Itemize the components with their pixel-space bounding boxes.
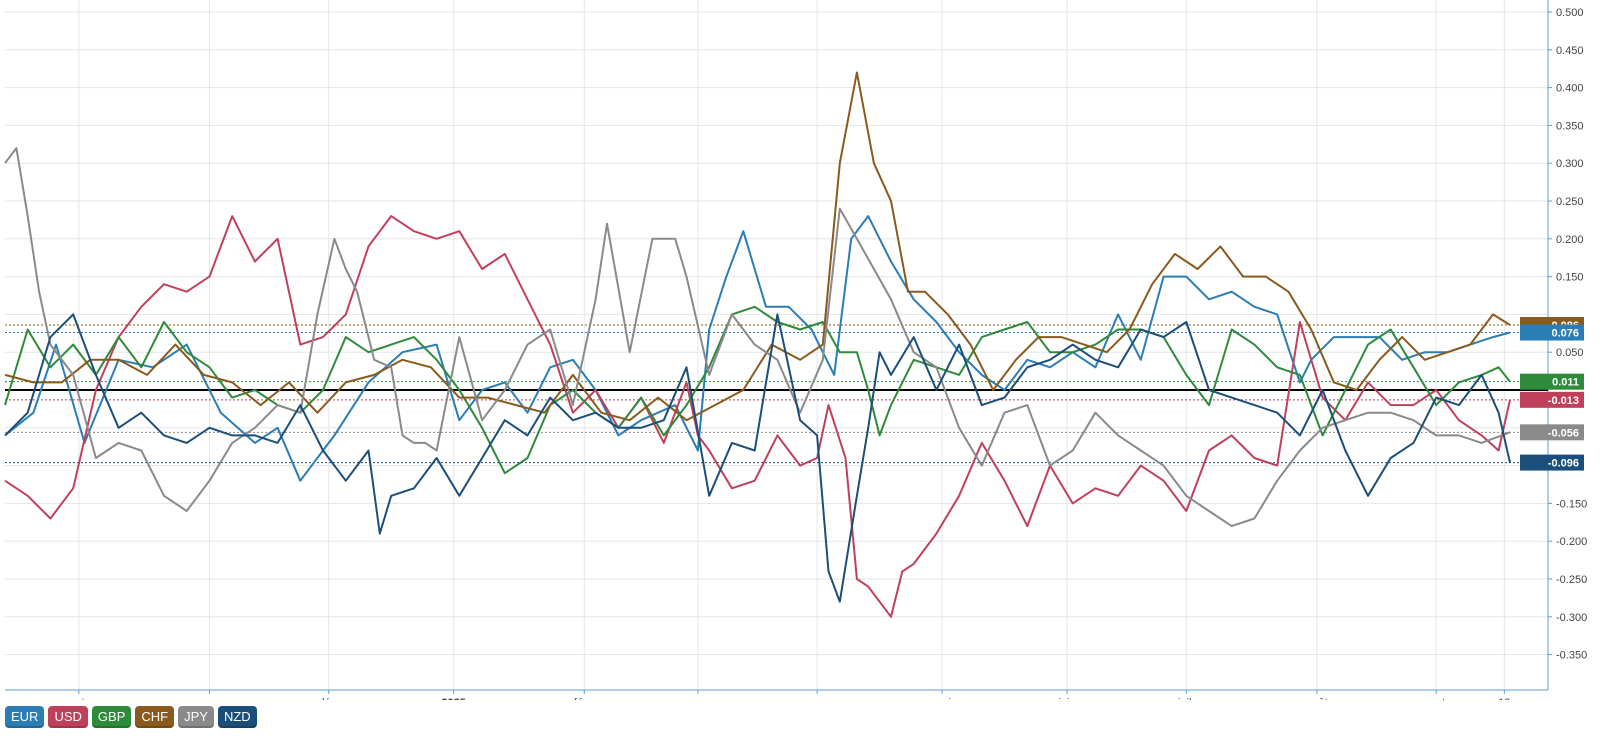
x-tick-label: 18 — [1498, 697, 1510, 700]
x-tick-label: nov. — [199, 697, 219, 700]
x-tick-label: oct. — [70, 697, 88, 700]
series-line-gbp — [4, 305, 1511, 475]
legend-item-chf[interactable]: CHF — [135, 706, 175, 728]
price-badge-bg — [1520, 324, 1584, 341]
price-badge-jpy: -0.056 — [1520, 424, 1584, 441]
y-tick-label: 0.350 — [1556, 120, 1584, 132]
x-tick-label: déc. — [318, 697, 339, 700]
price-badge-label: 0.011 — [1552, 377, 1579, 389]
legend-item-usd[interactable]: USD — [48, 706, 88, 728]
x-tick-label: juil. — [1177, 697, 1195, 700]
y-tick-label: 0.250 — [1556, 196, 1584, 208]
price-badge-label: -0.056 — [1548, 427, 1579, 439]
price-badge-bg — [1520, 424, 1584, 441]
y-tick-label: 0.500 — [1556, 7, 1584, 19]
price-badge-bg — [1520, 391, 1584, 408]
legend-item-nzd[interactable]: NZD — [217, 706, 257, 728]
series-line-chf — [4, 71, 1511, 422]
x-tick-label: août — [1306, 697, 1327, 700]
x-tick-label: juin — [1057, 697, 1075, 700]
y-tick-label: 0.200 — [1556, 234, 1584, 246]
y-tick-label: -0.350 — [1556, 650, 1587, 662]
x-tick-label: févr. — [574, 697, 595, 700]
y-tick-label: 0.300 — [1556, 158, 1584, 170]
series-line-nzd — [4, 313, 1511, 603]
legend-item-eur[interactable]: EUR — [5, 706, 45, 728]
chart-background — [0, 0, 1613, 700]
price-badge-usd: -0.013 — [1520, 391, 1584, 408]
y-tick-label: -0.300 — [1556, 612, 1587, 624]
x-tick-label: avr. — [808, 697, 826, 700]
y-tick-label: -0.150 — [1556, 498, 1587, 510]
price-badge-gbp: 0.011 — [1520, 373, 1584, 390]
series-line-usd — [4, 215, 1511, 618]
y-tick-label: 0.150 — [1556, 272, 1584, 284]
price-badge-bg — [1520, 373, 1584, 390]
y-tick-label: 0.050 — [1556, 347, 1584, 359]
correlation-chart: 0.500 0.450 0.400 0.350 0.300 0.250 0.200 0.150… — [0, 0, 1613, 700]
price-badge-eur: 0.076 — [1520, 324, 1584, 341]
y-tick-label: 0.450 — [1556, 45, 1584, 57]
legend-item-gbp[interactable]: GBP — [91, 706, 132, 728]
price-badge-bg — [1520, 454, 1584, 471]
x-tick-label: mars — [686, 697, 711, 700]
y-tick-label: 0.400 — [1556, 83, 1584, 95]
y-tick-label: -0.200 — [1556, 536, 1587, 548]
price-badge-nzd: -0.096 — [1520, 454, 1584, 471]
price-badge-label: 0.076 — [1551, 328, 1579, 340]
y-tick-label: -0.250 — [1556, 574, 1587, 586]
x-tick-label: mai — [933, 697, 951, 700]
currency-legend: EUR USD GBP CHF JPY NZD — [5, 706, 257, 728]
price-badge-label: -0.013 — [1548, 395, 1579, 407]
x-tick-label: sept. — [1424, 697, 1448, 700]
price-badge-label: -0.096 — [1548, 458, 1579, 470]
legend-item-jpy[interactable]: JPY — [178, 706, 214, 728]
series-line-jpy — [4, 147, 1511, 528]
x-tick-label: 2025 — [441, 697, 465, 700]
